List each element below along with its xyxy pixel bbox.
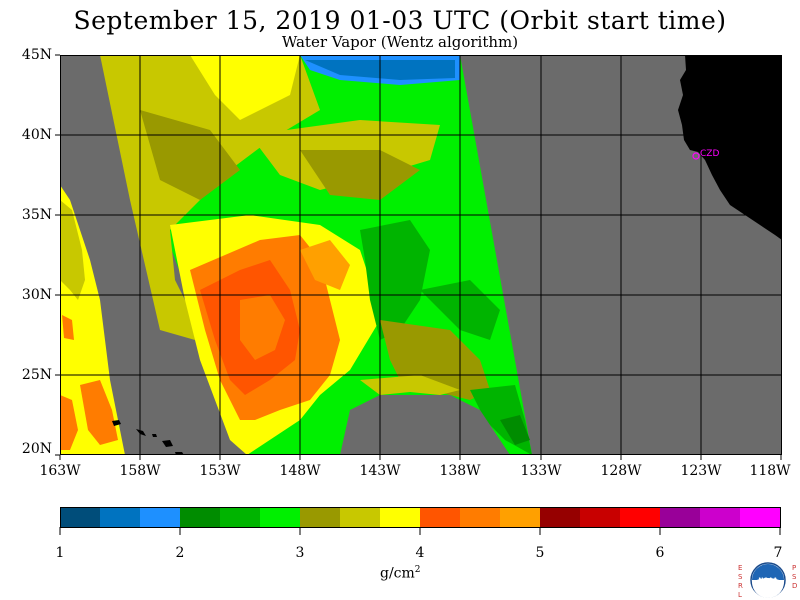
logo-letter-l: L — [738, 591, 742, 599]
colorbar-tick-4: 4 — [415, 545, 425, 561]
colorbar-tick-6: 6 — [655, 545, 665, 561]
lon-label-123w: 123W — [680, 463, 722, 479]
noaa-logo-icon: E S R L NOAA P S D — [738, 562, 797, 599]
colorbar-tick-3: 3 — [295, 545, 305, 561]
lon-label-138w: 138W — [439, 463, 481, 479]
logo-letter-d: D — [792, 582, 797, 590]
logo-letter-r: R — [738, 582, 743, 590]
logo-center-text: NOAA — [758, 577, 778, 584]
lon-label-163w: 163W — [39, 463, 81, 479]
lon-label-133w: 133W — [520, 463, 562, 479]
lon-label-148w: 148W — [279, 463, 321, 479]
colorbar-tick-1: 1 — [55, 545, 65, 561]
lon-label-143w: 143W — [359, 463, 401, 479]
logo-letter-s: S — [738, 573, 743, 581]
colorbar-unit-exponent: 2 — [414, 565, 421, 575]
north-america-land — [678, 55, 782, 240]
swath-main — [100, 55, 532, 455]
colorbar-tick-7: 7 — [773, 545, 783, 561]
logo-letter-e: E — [738, 564, 742, 572]
lat-label-40n: 40N — [21, 127, 52, 143]
lon-label-128w: 128W — [600, 463, 642, 479]
lon-label-153w: 153W — [199, 463, 241, 479]
lon-label-118w: 118W — [749, 463, 791, 479]
colorbar-tick-5: 5 — [535, 545, 545, 561]
page-title: September 15, 2019 01-03 UTC (Orbit star… — [73, 6, 727, 35]
logo-letter-s2: S — [792, 573, 797, 581]
lon-label-158w: 158W — [119, 463, 161, 479]
lat-label-30n: 30N — [21, 287, 52, 303]
colorbar-tick-2: 2 — [175, 545, 185, 561]
map-grid — [60, 55, 782, 455]
station-label: CZD — [700, 149, 719, 159]
axis-ticks — [55, 54, 782, 460]
page-subtitle: Water Vapor (Wentz algorithm) — [281, 33, 519, 51]
station-marker-icon — [692, 152, 700, 160]
swath-left — [60, 185, 125, 455]
logo-letter-p: P — [792, 564, 796, 572]
lat-label-20n: 20N — [21, 441, 52, 457]
lat-label-35n: 35N — [21, 207, 52, 223]
swath-gap — [340, 395, 510, 455]
colorbar-unit-text: g/cm — [380, 565, 415, 582]
lat-label-45n: 45N — [21, 47, 52, 63]
colorbar-unit: g/cm2 — [380, 565, 421, 582]
lat-label-25n: 25N — [21, 367, 52, 383]
